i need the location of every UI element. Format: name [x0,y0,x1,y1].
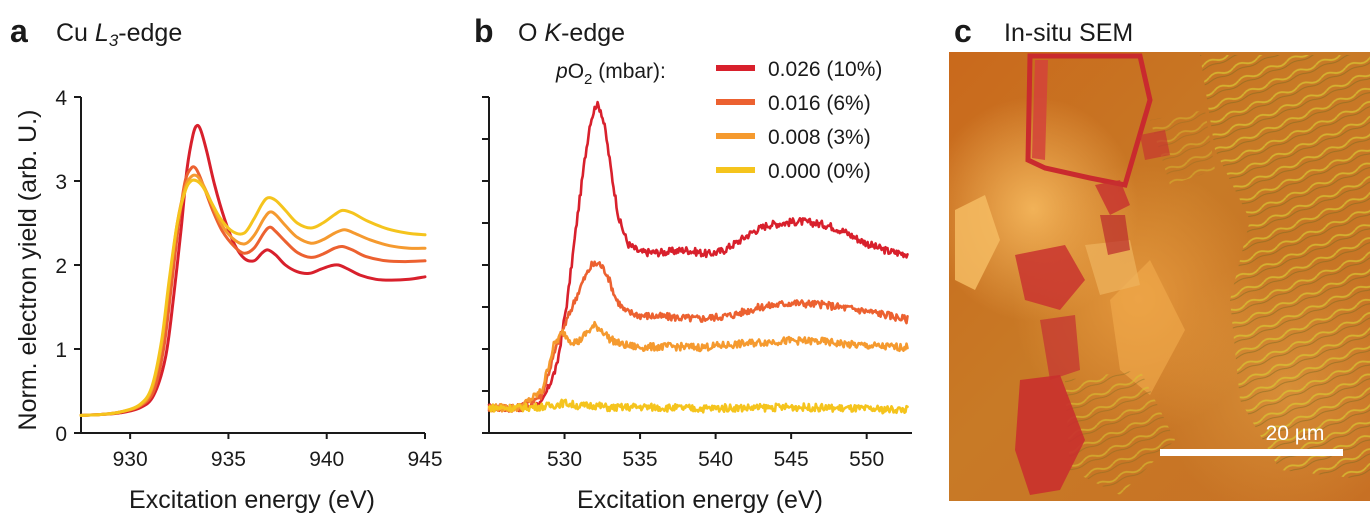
legend-title-rest: (mbar): [592,60,666,83]
sem-red-feature-bottom [1015,375,1085,495]
panel-b-x-tick-label: 530 [547,448,582,471]
legend-title: pO2 (mbar): [555,60,666,88]
panel-b-series-2 [487,260,909,413]
panel-a-y-axis-label: Norm. electron yield (arb. U.) [14,110,42,431]
panel-b-o-k-edge-chart: b O K-edge Excitation energy (eV) 530 535… [474,13,912,514]
panel-b-series [487,100,909,415]
panel-b-title-italic: K [544,19,562,47]
sem-red-speck-2 [1100,215,1130,255]
sem-red-feature-top-frame [1025,53,1153,188]
legend-title-o: O [568,60,584,83]
scale-bar-label: 20 µm [1266,422,1325,445]
legend-title-sub: 2 [584,71,592,88]
sem-red-feature-top-edge [1032,60,1048,160]
panel-a-series-1 [79,123,427,417]
panel-a-x-axis-label: Excitation energy (eV) [129,486,375,514]
sem-red-speck-1 [1095,180,1130,215]
panel-a-title-suffix: -edge [118,19,182,47]
panel-a-title-sub: 3 [109,31,119,50]
panel-a-series-3 [79,173,427,417]
legend-items: 0.026 (10%) 0.016 (6%) 0.008 (3%) 0.000 (0%… [716,58,882,183]
panel-a-ticks: 930 935 940 945 0 1 2 3 4 [55,87,442,471]
legend-label: 0.026 (10%) [768,58,882,81]
panel-b-x-tick-label: 540 [698,448,733,471]
panel-b-letter: b [474,13,494,49]
panel-a-y-tick-label: 0 [55,423,67,446]
panel-b-series-3 [487,320,909,413]
sem-bright-ridge-center [1110,260,1185,395]
sem-streaked-region-bottom [1065,370,1175,495]
panel-b-title-suffix: -edge [561,19,625,47]
legend-label: 0.008 (3%) [768,126,871,149]
panel-b-series-4 [487,398,909,415]
panel-a-y-tick-label: 2 [55,255,67,278]
panel-b-title: O K-edge [518,19,625,47]
sem-red-feature-middle [1015,245,1085,310]
panel-b-x-tick-label: 535 [623,448,658,471]
panel-b-ticks: 530 535 540 545 550 [482,96,884,471]
panel-c-letter: c [954,13,972,49]
panel-a-series-4 [79,178,427,417]
sem-micrograph [949,52,1370,501]
panel-b-x-tick-label: 550 [849,448,884,471]
panel-a-series [79,123,427,417]
panel-b-x-axis-label: Excitation energy (eV) [577,486,823,514]
panel-a-y-tick-label: 4 [55,87,67,110]
panel-a-series-2 [79,165,427,417]
panel-a-y-tick-label: 3 [55,171,67,194]
panel-a-title: Cu L3-edge [56,19,182,50]
panel-a-y-tick-label: 1 [55,339,67,362]
panel-a-title-prefix: Cu [56,19,95,47]
legend-label: 0.000 (0%) [768,160,871,183]
sem-streaked-region-right [1200,55,1370,480]
panel-b-x-tick-label: 545 [774,448,809,471]
panel-a-letter: a [10,13,28,49]
scale-bar [1160,449,1343,456]
panel-a-x-tick-label: 945 [407,448,442,471]
sem-streaked-region-top [1150,110,1215,185]
sem-bright-ridge-left [955,195,1000,290]
sem-red-speck-3 [1140,130,1170,160]
sem-bright-patch [1085,240,1140,295]
legend-label: 0.016 (6%) [768,92,871,115]
panel-b-series-1 [487,100,909,413]
panel-a-title-italic: L [95,19,109,47]
panel-a-x-tick-label: 930 [113,448,148,471]
legend-title-p: p [555,60,568,83]
panel-c-title: In-situ SEM [1004,19,1133,47]
panel-b-title-prefix: O [518,19,544,47]
panel-a-cu-l3-edge-chart: a Cu L3-edge Norm. electron yield (arb. … [10,13,443,514]
panel-a-x-tick-label: 935 [211,448,246,471]
legend: pO2 (mbar): 0.026 (10%) 0.016 (6%) 0.008 (… [555,58,882,183]
panel-a-x-tick-label: 940 [309,448,344,471]
sem-red-feature-lower [1040,315,1080,380]
panel-c-sem-image: c In-situ SEM 20 µm [949,13,1370,501]
